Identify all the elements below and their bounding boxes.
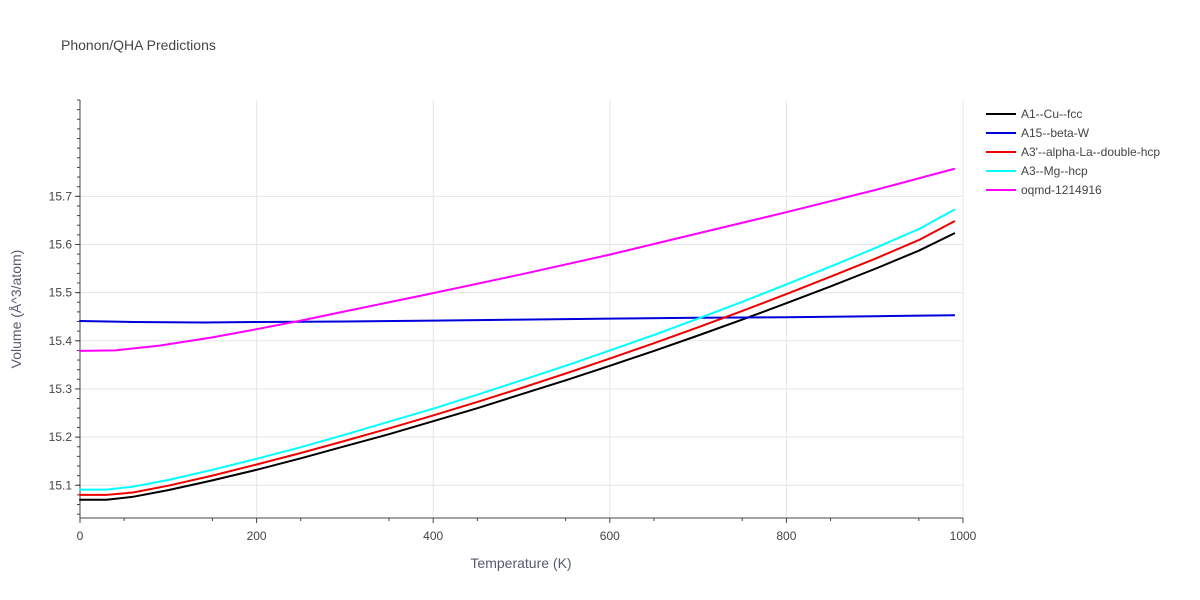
y-tick-label: 15.1 xyxy=(49,478,73,492)
x-axis-ticks: 0 200 400 600 800 1000 xyxy=(77,518,977,543)
series-line-a1-cu-fcc xyxy=(79,232,956,501)
y-tick-label: 15.4 xyxy=(49,334,73,348)
y-tick-label: 15.6 xyxy=(49,237,73,251)
y-gridlines xyxy=(80,195,963,486)
legend-item-a1-cu-fcc[interactable]: A1--Cu--fcc xyxy=(986,107,1082,121)
x-gridlines xyxy=(256,100,964,518)
y-tick-label: 15.2 xyxy=(49,430,73,444)
y-tick-label: 15.7 xyxy=(49,189,73,203)
series-line-oqmd-1214916 xyxy=(79,167,956,352)
x-tick-label: 0 xyxy=(77,529,84,543)
x-tick-label: 600 xyxy=(600,529,620,543)
series-line-a3-mg-hcp xyxy=(79,208,956,491)
axes xyxy=(79,100,963,519)
x-tick-label: 200 xyxy=(247,529,267,543)
y-axis-ticks: 15.1 15.2 15.3 15.4 15.5 15.6 15.7 xyxy=(49,99,80,515)
legend-item-a15-beta-w[interactable]: A15--beta-W xyxy=(986,126,1090,140)
legend-item-a3-mg-hcp[interactable]: A3--Mg--hcp xyxy=(986,164,1088,178)
legend-item-oqmd-1214916[interactable]: oqmd-1214916 xyxy=(986,183,1102,197)
legend: A1--Cu--fcc A15--beta-W A3'--alpha-La--dou… xyxy=(986,107,1160,197)
plot-series xyxy=(79,167,956,501)
legend-label: oqmd-1214916 xyxy=(1021,183,1102,197)
legend-label: A15--beta-W xyxy=(1021,126,1090,140)
series-line-a3-alpha-la-double-hcp xyxy=(79,220,956,496)
legend-label: A3'--alpha-La--double-hcp xyxy=(1021,145,1160,159)
series-line-a15-beta-w xyxy=(79,314,956,324)
x-tick-label: 1000 xyxy=(950,529,977,543)
y-axis-title: Volume (Å^3/atom) xyxy=(8,250,24,369)
legend-label: A3--Mg--hcp xyxy=(1021,164,1088,178)
x-tick-label: 800 xyxy=(776,529,796,543)
x-axis-title: Temperature (K) xyxy=(470,555,571,571)
x-tick-label: 400 xyxy=(423,529,443,543)
y-tick-label: 15.5 xyxy=(49,286,73,300)
y-tick-label: 15.3 xyxy=(49,382,73,396)
chart-title: Phonon/QHA Predictions xyxy=(61,37,216,53)
legend-item-a3-alpha-la-double-hcp[interactable]: A3'--alpha-La--double-hcp xyxy=(986,145,1160,159)
legend-label: A1--Cu--fcc xyxy=(1021,107,1082,121)
